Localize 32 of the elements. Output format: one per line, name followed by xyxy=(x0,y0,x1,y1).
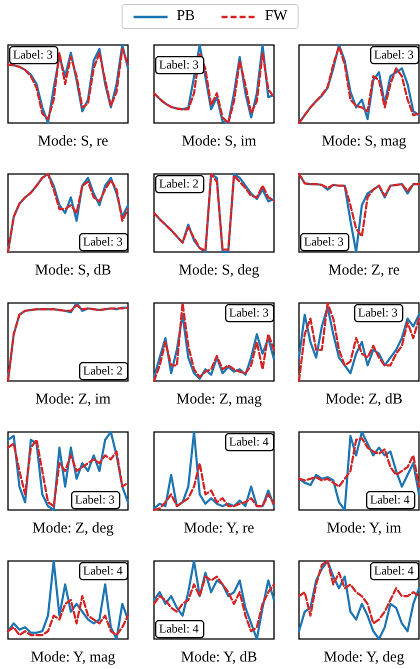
annotation: Label: 4 xyxy=(83,564,123,578)
annotation: Label: 4 xyxy=(228,434,268,448)
annotation: Label: 3 xyxy=(75,492,115,506)
text: Mode: Z, re xyxy=(328,262,400,278)
text: Mode: S, mag xyxy=(322,134,407,150)
text: Mode: Y, im xyxy=(326,520,402,536)
text: Mode: S, deg xyxy=(178,262,260,278)
text: Mode: S, re xyxy=(38,134,109,150)
text: Mode: Y, mag xyxy=(30,650,116,666)
annotation: Label: 2 xyxy=(83,364,123,378)
text: Mode: Z, dB xyxy=(325,392,403,408)
text: Mode: Z, im xyxy=(35,392,112,408)
annotation: Label: 2 xyxy=(158,176,198,190)
annotation: Label: 3 xyxy=(304,234,344,248)
text: Mode: Z, mag xyxy=(176,392,262,408)
text: Mode: S, dB xyxy=(34,262,112,278)
annotation: Label: 3 xyxy=(83,234,123,248)
annotation: Label: 3 xyxy=(158,58,198,72)
text: Mode: S, im xyxy=(181,134,256,150)
legend-label: PB xyxy=(176,8,195,25)
annotation: Label: 4 xyxy=(158,622,198,636)
text: Mode: Y, dB xyxy=(180,650,257,666)
annotation: Label: 3 xyxy=(374,48,414,62)
text: Mode: Y, re xyxy=(183,520,254,536)
annotation: Label: 4 xyxy=(370,492,410,506)
annotation: Label: 3 xyxy=(228,306,268,320)
text: Mode: Y, deg xyxy=(324,650,405,666)
annotation: Label: 4 xyxy=(374,564,414,578)
annotation: Label: 3 xyxy=(358,306,398,320)
legend-label: FW xyxy=(264,8,288,25)
annotation: Label: 3 xyxy=(13,48,53,62)
text: Mode: Z, deg xyxy=(32,520,114,536)
